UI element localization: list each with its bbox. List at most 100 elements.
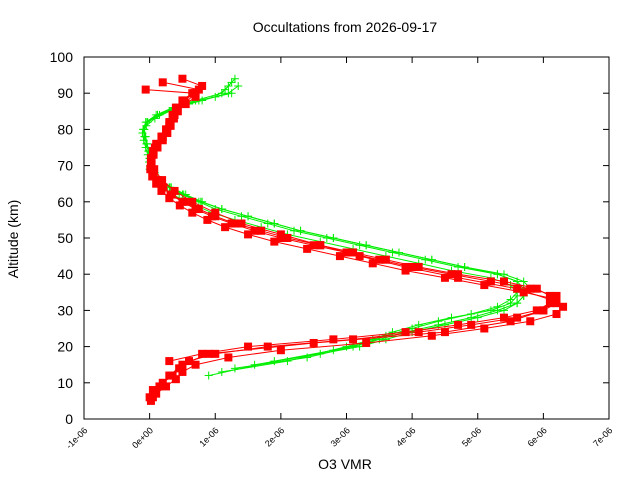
data-point: [178, 367, 187, 376]
data-point: [401, 262, 410, 271]
data-point: [175, 201, 184, 210]
data-point: [552, 295, 561, 304]
data-point: [513, 284, 522, 293]
data-point: [513, 313, 522, 322]
data-point: [198, 349, 207, 358]
data-point: [230, 364, 239, 373]
x-tick-label: 3e-06: [329, 425, 352, 448]
data-point: [276, 346, 285, 355]
data-point: [440, 273, 449, 282]
data-point: [185, 357, 193, 366]
data-point: [427, 331, 436, 340]
data-point: [316, 349, 325, 358]
data-point: [434, 317, 443, 326]
data-point: [194, 205, 203, 214]
y-axis-label: Altitude (km): [5, 200, 21, 279]
y-tick-label: 100: [50, 49, 74, 65]
data-point: [526, 317, 535, 326]
series-0: [138, 74, 535, 380]
data-point: [153, 110, 162, 119]
data-point: [152, 139, 161, 148]
data-point: [309, 241, 318, 250]
x-tick-label: 2e-06: [263, 425, 286, 448]
y-tick-label: 10: [57, 375, 73, 391]
data-point: [375, 255, 384, 264]
data-point: [480, 324, 489, 333]
data-point: [155, 382, 164, 391]
data-point: [153, 176, 162, 185]
data-point: [221, 85, 230, 94]
data-point: [335, 252, 344, 261]
data-point: [480, 281, 489, 290]
x-tick-label: 7e-06: [591, 425, 614, 448]
data-point: [316, 241, 325, 250]
data-point: [303, 244, 312, 253]
data-point: [188, 197, 197, 206]
data-point: [165, 371, 174, 380]
data-point: [539, 306, 548, 315]
y-tick-label: 90: [57, 85, 73, 101]
data-point: [500, 313, 508, 322]
data-point: [203, 215, 212, 224]
data-point: [467, 320, 476, 329]
data-point: [143, 118, 151, 127]
data-point: [532, 284, 541, 293]
data-point: [486, 277, 495, 286]
data-point: [395, 248, 403, 257]
data-point: [414, 262, 423, 271]
chart-title: Occultations from 2026-09-17: [253, 19, 438, 35]
data-point: [234, 81, 243, 90]
data-point: [211, 349, 220, 358]
y-tick-label: 0: [65, 411, 73, 427]
data-point: [178, 360, 187, 369]
x-tick-label: 6e-06: [525, 425, 548, 448]
data-point: [204, 349, 213, 358]
data-point: [349, 248, 358, 257]
data-point: [190, 89, 199, 98]
data-point: [221, 223, 230, 232]
data-point: [552, 310, 561, 319]
data-point: [148, 393, 157, 402]
data-point: [440, 320, 449, 329]
data-point: [519, 288, 528, 297]
data-point: [329, 346, 338, 355]
data-point: [147, 154, 156, 163]
data-layer: [138, 74, 568, 405]
data-point: [513, 299, 522, 308]
data-point: [230, 219, 239, 228]
data-point: [532, 306, 541, 315]
data-point: [493, 270, 502, 279]
data-point: [427, 255, 436, 264]
data-point: [506, 295, 515, 304]
x-tick-label: 0e+00: [130, 425, 155, 450]
data-point: [180, 96, 189, 105]
data-point: [188, 208, 197, 217]
data-point: [158, 132, 167, 141]
data-point: [283, 234, 292, 242]
plot-frame: [83, 56, 610, 420]
data-point: [180, 197, 189, 206]
data-point: [178, 74, 187, 83]
data-point: [204, 371, 213, 380]
data-point: [467, 310, 476, 319]
data-point: [250, 226, 259, 235]
profile-line: [145, 89, 551, 362]
data-point: [227, 89, 236, 98]
data-point: [460, 262, 469, 271]
x-tick-label: 4e-06: [394, 425, 417, 448]
data-point: [143, 139, 151, 148]
data-point: [355, 252, 364, 261]
data-point: [559, 302, 568, 311]
data-point: [211, 212, 220, 221]
data-point: [329, 234, 338, 242]
data-point: [173, 103, 182, 112]
data-point: [244, 212, 253, 221]
data-point: [276, 230, 285, 239]
data-point: [500, 306, 508, 315]
data-point: [296, 226, 305, 235]
data-point: [473, 313, 482, 322]
series-1: [141, 74, 568, 405]
data-point: [408, 262, 417, 271]
data-point: [500, 277, 508, 286]
